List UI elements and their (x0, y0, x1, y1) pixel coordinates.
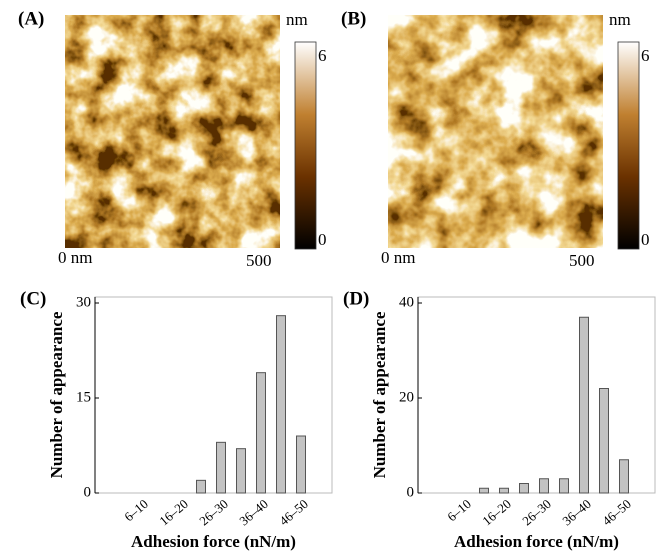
x-tick-label: 16–20 (479, 496, 514, 528)
unit-label: nm (609, 10, 631, 29)
bar (479, 487, 489, 494)
x-tick-label: 6–10 (121, 496, 151, 524)
panel-label: (A) (18, 8, 44, 29)
bar (499, 487, 509, 494)
bar (619, 459, 629, 494)
scale-min: 0 (641, 230, 650, 249)
x-tick-label: 36–40 (236, 496, 271, 528)
x-axis-label: Adhesion force (nN/m) (454, 532, 619, 551)
y-tick-label: 40 (399, 294, 414, 310)
bar (579, 316, 589, 494)
bar (519, 483, 529, 494)
x-tick-label: 16–20 (156, 496, 191, 528)
x-end: 500 (569, 251, 595, 270)
bar (599, 388, 609, 494)
bar (296, 435, 306, 494)
afm-image (388, 15, 603, 248)
bar (539, 478, 549, 494)
bar (216, 441, 226, 494)
x-tick-label: 6–10 (444, 496, 474, 524)
bar (256, 372, 266, 494)
x-tick-label: 26–30 (519, 496, 554, 528)
y-tick-label: 30 (76, 294, 91, 310)
y-tick-label: 0 (407, 484, 415, 500)
y-axis-label: Number of appearance (370, 311, 389, 478)
bar (559, 478, 569, 494)
unit-label: nm (286, 10, 308, 29)
panel-label: (D) (343, 288, 369, 309)
color-bar (617, 41, 640, 250)
x-tick-label: 36–40 (559, 496, 594, 528)
y-tick-label: 0 (84, 484, 92, 500)
bar (276, 315, 286, 494)
color-bar (294, 41, 317, 250)
scale-max: 6 (641, 46, 650, 65)
x-tick-label: 46–50 (276, 496, 311, 528)
x-tick-label: 26–30 (196, 496, 231, 528)
x-axis-label: Adhesion force (nN/m) (131, 532, 296, 551)
afm-image (65, 15, 280, 248)
y-tick-label: 20 (399, 389, 414, 405)
x-start: 0 nm (58, 248, 92, 267)
y-axis-label: Number of appearance (47, 311, 66, 478)
scale-min: 0 (318, 230, 327, 249)
bar (196, 479, 206, 494)
x-end: 500 (246, 251, 272, 270)
bar (236, 448, 246, 494)
afm-panels: (A) nm 6 0 0 nm 500 (B) nm 6 0 0 nm 500 (18, 8, 650, 270)
scale-max: 6 (318, 46, 327, 65)
x-tick-label: 46–50 (599, 496, 634, 528)
panel-label: (C) (20, 288, 46, 309)
panel-label: (B) (341, 8, 366, 29)
y-tick-label: 15 (76, 389, 91, 405)
x-start: 0 nm (381, 248, 415, 267)
